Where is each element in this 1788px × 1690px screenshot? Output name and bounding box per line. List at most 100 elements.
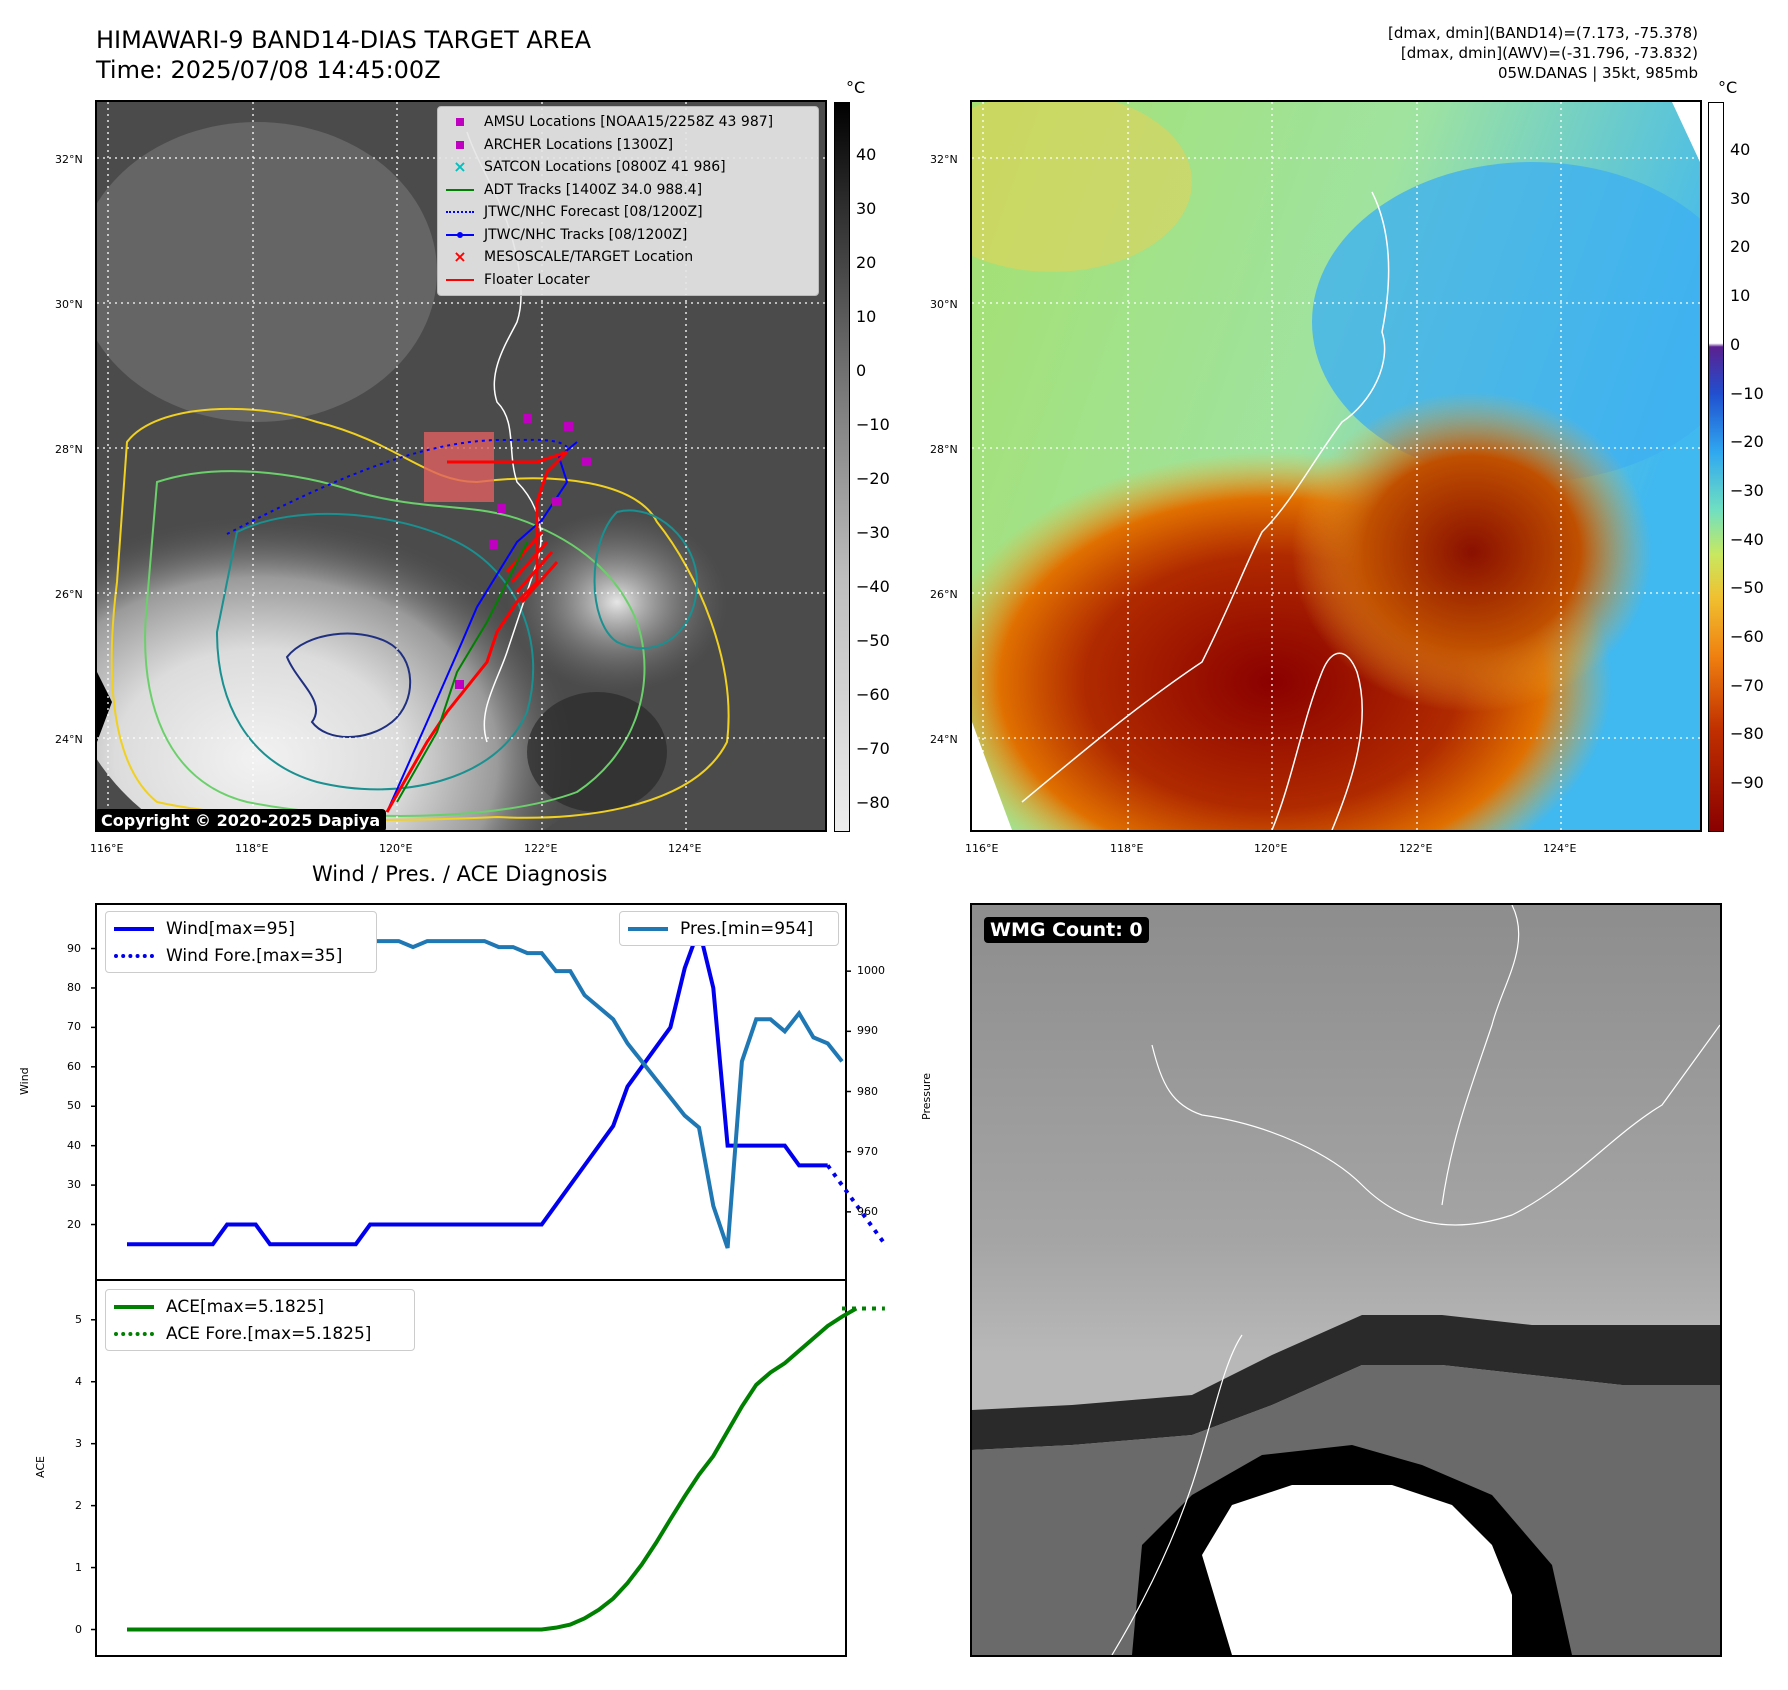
no-data-region [97, 672, 112, 742]
info-line1: [dmax, dmin](BAND14)=(7.173, -75.378) [1387, 24, 1698, 42]
awv-colorbar-tick: −60 [1730, 627, 1764, 646]
legend-label: Floater Locater [484, 271, 590, 288]
floater-cluster [505, 531, 559, 603]
wind-tick-label: 80 [67, 980, 81, 994]
pressure-tick-label: 970 [857, 1144, 878, 1158]
awv-colorbar-unit: °C [1718, 78, 1738, 97]
ir-colorbar-tick: −40 [856, 577, 890, 596]
wind-tick-label: 30 [67, 1178, 81, 1192]
legend-label: SATCON Locations [0800Z 41 986] [484, 159, 726, 176]
legend-mark [446, 188, 474, 191]
wind-tick-label: 40 [67, 1138, 81, 1152]
ir-lat-label: 30°N [55, 298, 83, 311]
best-track [386, 441, 578, 813]
ir-lat-label: 26°N [55, 588, 83, 601]
ace-layer [91, 1306, 886, 1632]
pres-legend: Pres.[min=954] [619, 911, 839, 946]
ir-lon-label: 116°E [90, 842, 124, 855]
awv-lon-label: 120°E [1254, 842, 1288, 855]
awv-colorbar-tick: −30 [1730, 480, 1764, 500]
awv-colorbar-tick: 40 [1730, 140, 1751, 159]
wind-tick-label: 20 [67, 1217, 81, 1231]
legend-mark [456, 140, 464, 149]
ir-colorbar [834, 102, 850, 832]
ir-colorbar-tick: −10 [856, 415, 890, 434]
forecast-track [226, 438, 568, 535]
awv-lat-label: 26°N [930, 588, 958, 601]
diagnosis-title: Wind / Pres. / ACE Diagnosis [312, 862, 608, 886]
contour-light-green [144, 470, 646, 817]
adt-track [396, 541, 528, 803]
legend-dot [457, 231, 463, 238]
legend-item: JTWC/NHC Tracks [08/1200Z] [446, 224, 810, 247]
awv-moist-region [1312, 162, 1700, 482]
awv-colorbar-tick: 0 [1730, 334, 1741, 354]
copyright-badge: Copyright © 2020-2025 Dapiya [97, 809, 387, 830]
outer-cloud-band [507, 512, 727, 692]
pressure-line [127, 933, 844, 1249]
legend-item: ARCHER Locations [1300Z] [446, 134, 810, 157]
ir-lat-label: 28°N [55, 443, 83, 456]
ace-tick-label: 5 [75, 1312, 82, 1326]
figure-title-line1: HIMAWARI-9 BAND14-DIAS TARGET AREA [96, 26, 592, 54]
diagnosis-svg [91, 921, 887, 1632]
floater-track [385, 450, 569, 813]
wind-ylabel: Wind [18, 1067, 31, 1095]
legend-wind-label: Wind[max=95] [166, 918, 295, 939]
awv-lon-label: 116°E [965, 842, 999, 855]
awv-no-data [972, 722, 1012, 830]
ir-colorbar-tick: −70 [856, 739, 890, 758]
legend-symbol [446, 205, 474, 219]
legend-ace-label: ACE[max=5.1825] [166, 1296, 324, 1317]
legend-pres-label: Pres.[min=954] [680, 918, 814, 939]
contour-yellow [110, 407, 730, 821]
ace-tick-label: 1 [75, 1560, 82, 1574]
target-box [424, 432, 494, 502]
ir-graticule [97, 102, 825, 830]
wind-tick-label: 60 [67, 1059, 81, 1073]
legend-item: × SATCON Locations [0800Z 41 986] [446, 156, 810, 179]
legend-item: ADT Tracks [1400Z 34.0 988.4] [446, 179, 810, 202]
ace-tick-label: 4 [75, 1374, 82, 1388]
legend-label: JTWC/NHC Tracks [08/1200Z] [484, 226, 688, 243]
legend-ace-fore-label: ACE Fore.[max=5.1825] [166, 1323, 372, 1344]
legend-label: MESOSCALE/TARGET Location [484, 249, 694, 266]
awv-lat-label: 32°N [930, 153, 958, 166]
pressure-tick-label: 990 [857, 1024, 878, 1038]
legend-label: AMSU Locations [NOAA15/2258Z 43 987] [484, 114, 774, 131]
wind-tick-label: 90 [67, 941, 81, 955]
legend-label: JTWC/NHC Forecast [08/1200Z] [484, 204, 703, 221]
info-line3: 05W.DANAS | 35kt, 985mb [1497, 64, 1698, 82]
legend-item: × MESOSCALE/TARGET Location [446, 246, 810, 269]
ir-colorbar-tick: 30 [856, 199, 877, 218]
pressure-tick-label: 960 [857, 1204, 878, 1218]
ir-colorbar-tick: 20 [856, 253, 877, 272]
ir-lat-label: 24°N [55, 733, 83, 746]
pres-layer [126, 933, 851, 1249]
wind-tick-label: 70 [67, 1020, 81, 1034]
awv-graticule [972, 102, 1700, 830]
awv-lon-label: 118°E [1110, 842, 1144, 855]
wmg-count-badge: WMG Count: 0 [984, 917, 1149, 943]
awv-coastline [1021, 191, 1390, 803]
legend-wind-fore-label: Wind Fore.[max=35] [166, 945, 343, 966]
legend-mark [446, 211, 474, 214]
wmg-eye-region [1202, 1485, 1512, 1655]
awv-lat-label: 30°N [930, 298, 958, 311]
awv-colorbar-tick: −70 [1730, 675, 1764, 695]
awv-map-panel [970, 100, 1702, 832]
legend-symbol [446, 183, 474, 197]
legend-item: AMSU Locations [NOAA15/2258Z 43 987] [446, 111, 810, 134]
ir-colorbar-tick: −80 [856, 793, 890, 812]
ir-colorbar-tick: −60 [856, 685, 890, 704]
diagnosis-panel: Wind[max=95] Wind Fore.[max=35] Pres.[mi… [91, 903, 887, 1657]
wind-tick-label: 50 [67, 1099, 81, 1113]
amsu-markers [455, 414, 591, 689]
wmg-panel: WMG Count: 0 [970, 903, 1722, 1657]
awv-no-data-2 [1672, 102, 1700, 162]
ir-colorbar-tick: 10 [856, 307, 877, 326]
wind-layer [91, 921, 887, 1247]
pressure-tick-label: 1000 [857, 964, 885, 978]
awv-colorbar [1708, 102, 1724, 832]
ace-legend: ACE[max=5.1825] ACE Fore.[max=5.1825] [105, 1289, 415, 1351]
